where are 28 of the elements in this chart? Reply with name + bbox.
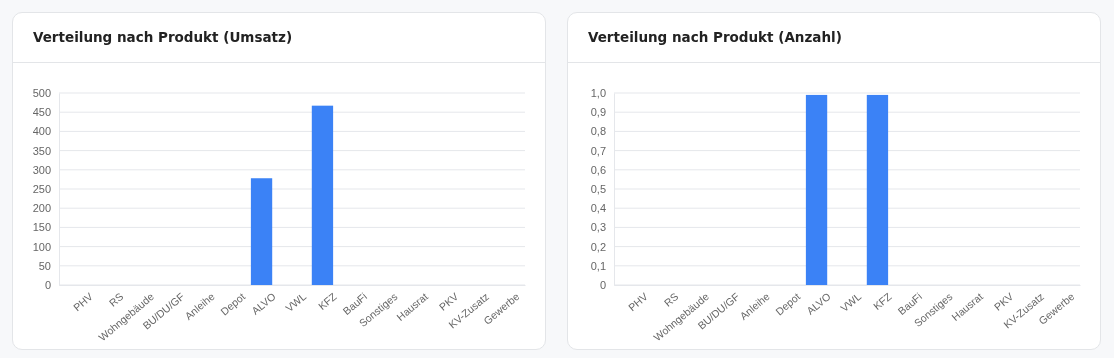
y-tick-label: 0,5 [590,183,606,196]
y-tick-label: 0 [599,279,606,292]
y-tick-label: 0,2 [590,240,606,253]
chart-title: Verteilung nach Produkt (Anzahl) [568,13,1100,63]
y-tick-label: 200 [32,202,51,215]
y-tick-label: 0,6 [590,163,606,176]
y-tick-label: 0,8 [590,125,606,138]
chart-title: Verteilung nach Produkt (Umsatz) [13,13,545,63]
y-tick-label: 1,0 [590,87,606,100]
y-tick-label: 50 [38,259,51,272]
x-tick-label: KFZ [870,289,895,313]
y-tick-label: 500 [32,87,51,100]
x-tick-label: VWL [838,290,864,315]
y-tick-label: 0,9 [590,106,606,119]
y-tick-label: 0,7 [590,144,606,157]
y-tick-label: 0,3 [590,221,606,234]
y-tick-label: 250 [32,183,51,196]
y-tick-label: 100 [32,240,51,253]
y-tick-label: 0,4 [590,202,606,215]
y-tick-label: 150 [32,221,51,234]
y-tick-label: 450 [32,106,51,119]
x-tick-label: VWL [283,290,309,315]
y-tick-label: 0,1 [590,259,606,272]
y-tick-label: 0 [44,279,51,292]
y-tick-label: 400 [32,125,51,138]
y-tick-label: 350 [32,144,51,157]
y-tick-label: 300 [32,163,51,176]
x-tick-label: KFZ [315,289,340,313]
